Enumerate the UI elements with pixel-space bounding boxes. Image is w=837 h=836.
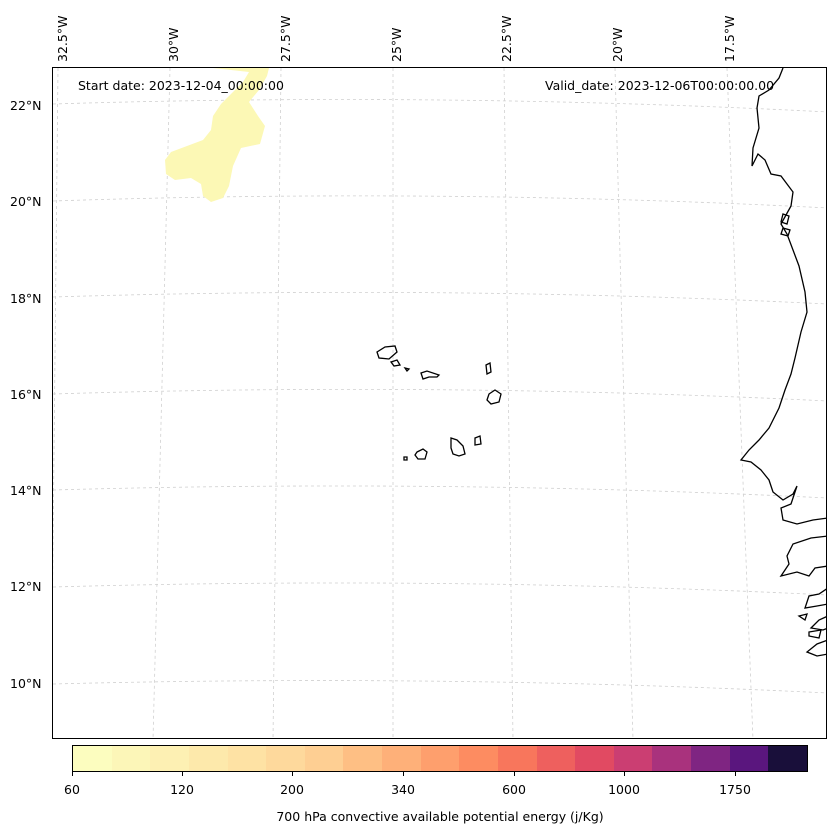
meridian-line	[152, 68, 171, 738]
parallel-line	[53, 582, 826, 596]
longitude-label: 20°W	[610, 27, 625, 62]
meridian-line	[53, 68, 59, 587]
africa-coast	[780, 227, 791, 237]
colorbar-segment	[150, 746, 189, 771]
parallel-line	[53, 485, 826, 499]
parallel-line	[53, 291, 826, 305]
island-sao-vicente	[389, 359, 402, 367]
coastline	[739, 68, 826, 657]
colorbar-tick	[72, 771, 73, 776]
colorbar-segment	[188, 746, 228, 771]
valid-date-label: Valid_date: 2023-12-06T00:00:00.00	[545, 78, 775, 93]
cape-region	[165, 68, 269, 202]
meridian-line	[726, 68, 754, 738]
meridian-line	[614, 68, 634, 738]
africa-coast	[739, 68, 826, 525]
colorbar-tick-label: 1000	[608, 782, 640, 797]
parallel-line	[53, 388, 826, 402]
colorbar	[72, 745, 808, 772]
colorbar-segment	[729, 746, 769, 771]
colorbar-tick-label: 60	[64, 782, 80, 797]
latitude-label: 18°N	[10, 291, 42, 306]
longitude-label: 32.5°W	[55, 15, 70, 62]
colorbar-segment	[652, 746, 691, 771]
colorbar-segment	[304, 746, 344, 771]
parallel-line	[53, 680, 826, 694]
island-santiago	[450, 437, 466, 457]
latitude-label: 14°N	[10, 483, 42, 498]
colorbar-segment	[227, 746, 267, 771]
latitude-label: 16°N	[10, 387, 42, 402]
colorbar-segment	[111, 746, 151, 771]
colorbar-segment	[420, 746, 460, 771]
colorbar-segment	[691, 746, 730, 771]
island-santa-luzia	[403, 366, 411, 373]
colorbar-segment	[536, 746, 576, 771]
colorbar-tick	[403, 771, 404, 776]
africa-coast	[779, 535, 826, 578]
latitude-label: 12°N	[10, 579, 42, 594]
longitude-label: 25°W	[389, 27, 404, 62]
colorbar-tick	[514, 771, 515, 776]
island-santo-antao	[376, 345, 398, 360]
colorbar-tick-label: 200	[280, 782, 304, 797]
colorbar-segment	[266, 746, 305, 771]
africa-coast	[808, 629, 822, 639]
colorbar-tick-label: 1750	[719, 782, 751, 797]
africa-coast	[780, 213, 790, 225]
colorbar-segment	[497, 746, 537, 771]
colorbar-tick-label: 340	[391, 782, 415, 797]
latitude-label: 10°N	[10, 676, 42, 691]
island-brava	[403, 456, 408, 461]
colorbar-tick-label: 600	[502, 782, 526, 797]
meridian-line	[272, 68, 282, 738]
colorbar-segment	[768, 746, 807, 771]
africa-coast	[797, 613, 808, 622]
longitude-label: 17.5°W	[722, 15, 737, 62]
colorbar-title: 700 hPa convective available potential e…	[276, 809, 604, 824]
latitude-label: 22°N	[10, 98, 42, 113]
latitude-label: 20°N	[10, 194, 42, 209]
start-date-label: Start date: 2023-12-04_00:00:00	[78, 78, 284, 93]
cape-verde-islands	[376, 345, 502, 461]
colorbar-tick	[292, 771, 293, 776]
island-sal	[485, 362, 492, 375]
island-sao-nicolau	[420, 370, 441, 380]
map-canvas	[53, 68, 826, 738]
island-boa-vista	[486, 389, 502, 405]
colorbar-tick	[735, 771, 736, 776]
colorbar-tick-label: 120	[170, 782, 194, 797]
island-maio	[474, 435, 482, 446]
longitude-label: 30°W	[166, 27, 181, 62]
island-fogo	[414, 448, 428, 460]
longitude-label: 27.5°W	[278, 15, 293, 62]
parallel-line	[53, 99, 826, 113]
colorbar-segment	[382, 746, 421, 771]
colorbar-segment	[575, 746, 614, 771]
colorbar-tick	[182, 771, 183, 776]
colorbar-tick	[624, 771, 625, 776]
map-panel[interactable]	[52, 67, 827, 739]
longitude-label: 22.5°W	[499, 15, 514, 62]
africa-coast	[804, 588, 826, 609]
graticule	[53, 68, 826, 738]
colorbar-segment	[613, 746, 653, 771]
meridian-line	[503, 68, 514, 738]
africa-coast	[805, 640, 826, 657]
colorbar-segment	[343, 746, 382, 771]
parallel-line	[53, 195, 826, 209]
colorbar-segment	[459, 746, 498, 771]
colorbar-segment	[73, 746, 112, 771]
africa-coast	[809, 616, 826, 631]
